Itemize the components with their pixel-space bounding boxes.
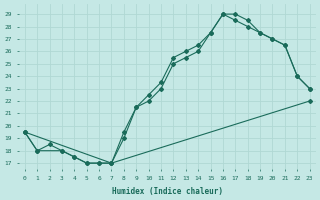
X-axis label: Humidex (Indice chaleur): Humidex (Indice chaleur): [112, 187, 223, 196]
